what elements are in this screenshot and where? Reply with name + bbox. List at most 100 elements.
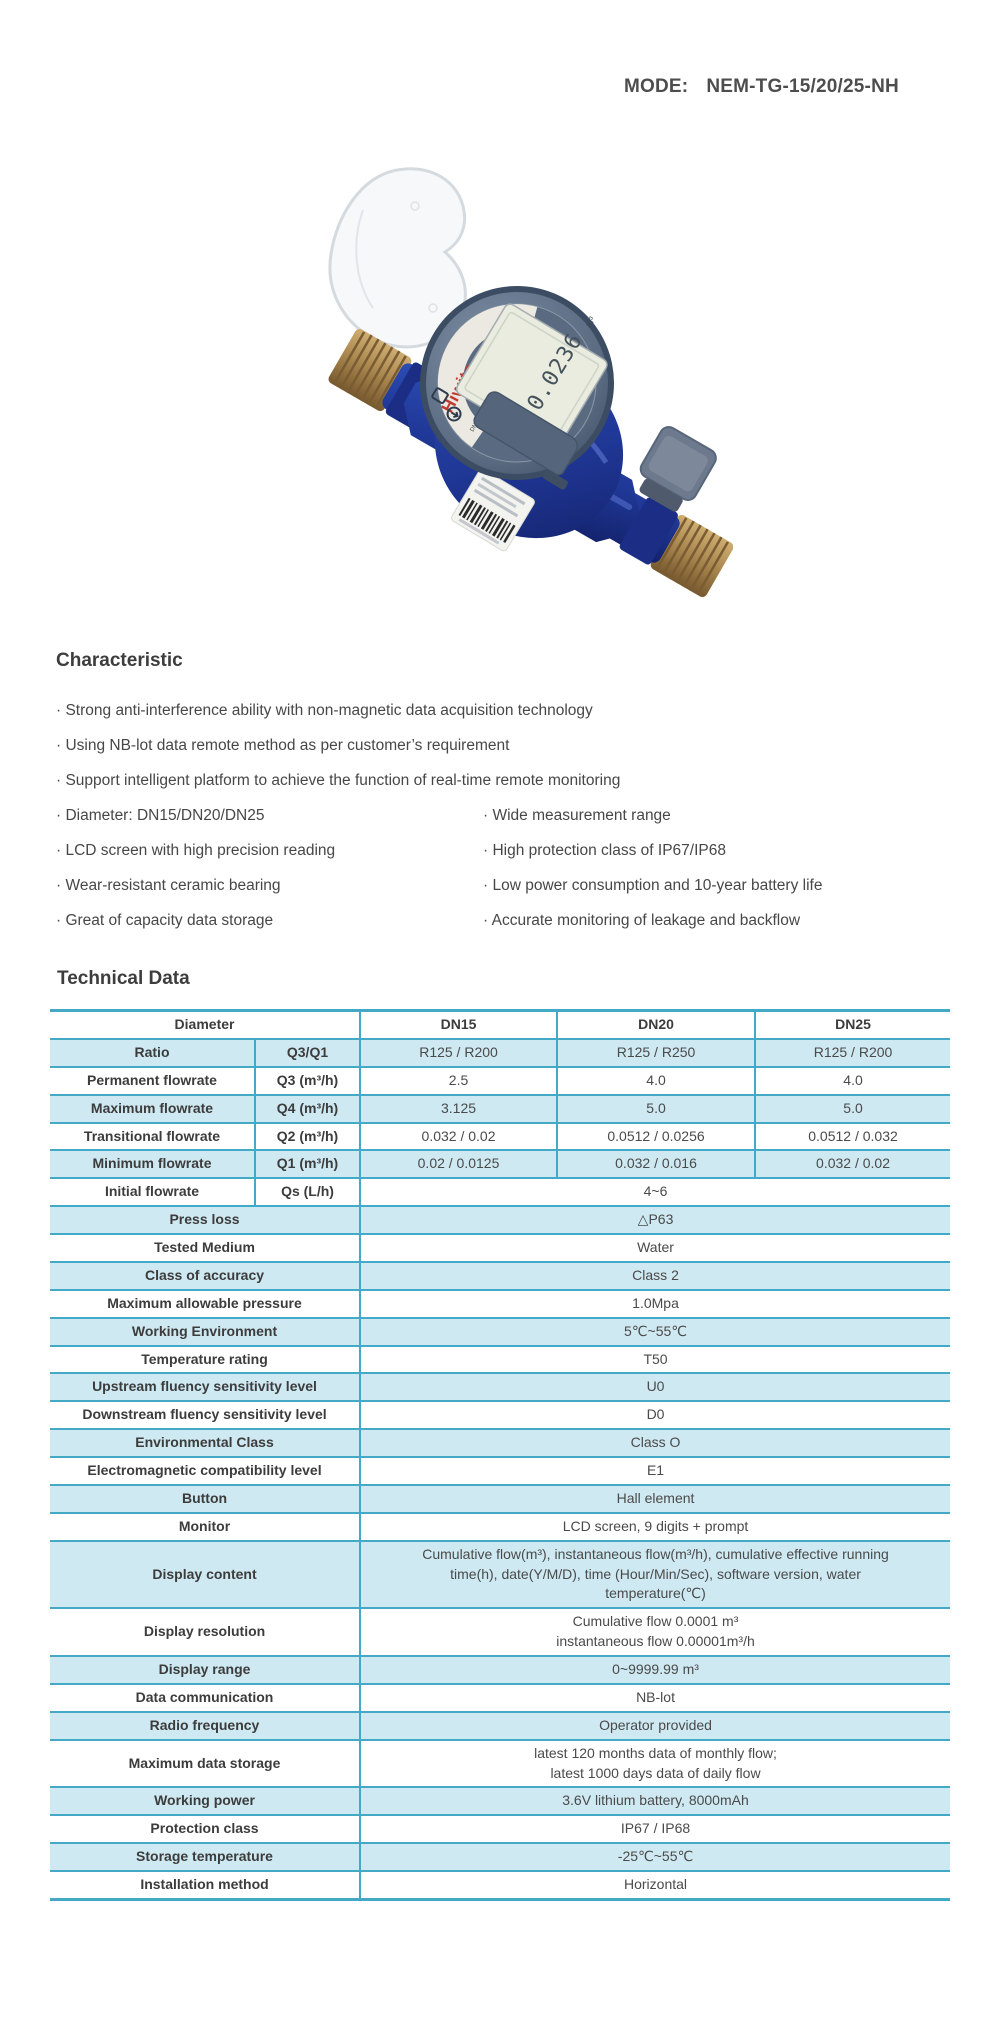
model-header: MODE: NEM-TG-15/20/25-NH [624, 76, 899, 98]
lcd-cover-flap [473, 391, 579, 490]
table-label-cell: Button [50, 1483, 361, 1513]
characteristic-title: Characteristic [56, 650, 183, 671]
table-value-cell: 0~9999.99 m³ [359, 1655, 951, 1684]
characteristic-bullet-pair: · Diameter: DN15/DN20/DN25 · Wide measure… [56, 808, 944, 824]
table-label-cell: Permanent flowrate [50, 1065, 255, 1095]
table-value-cell: R125 / R200 [359, 1037, 558, 1067]
table-row: Environmental Class Class O [50, 1428, 951, 1457]
table-label-cell: DN15 [359, 1008, 558, 1039]
table-row: Transitional flowrate Q2 (m³/h) 0.032 / 0.… [50, 1121, 951, 1151]
table-row: Data communication NB-lot [50, 1682, 951, 1712]
table-label-cell: DN20 [556, 1008, 756, 1039]
characteristic-bullet: · LCD screen with high precision reading [56, 842, 336, 859]
table-value-cell: 0.032 / 0.02 [754, 1149, 951, 1179]
table-value-cell: 4~6 [359, 1177, 951, 1207]
table-label-cell: Q3/Q1 [253, 1037, 361, 1067]
table-label-cell: DN25 [754, 1008, 951, 1039]
product-label [451, 468, 535, 552]
characteristic-bullet: · Strong anti-interference ability with … [56, 702, 593, 719]
characteristic-bullet: · Diameter: DN15/DN20/DN25 [56, 807, 265, 824]
product-figure: Hiwits DN20 Q3=4.0m³/h R=250 T50 0.0236 … [293, 118, 734, 663]
characteristic-bullet: · Great of capacity data storage [56, 912, 274, 929]
technical-section: Technical Data Diameter DN15 DN20 DN25 Ratio… [50, 968, 951, 1901]
table-value-cell: D0 [359, 1400, 951, 1430]
table-label-cell: Class of accuracy [50, 1260, 361, 1290]
technical-table-body: Diameter DN15 DN20 DN25 Ratio Q3/Q1 R125 / R20… [50, 1008, 951, 1901]
characteristic-bullet-pair: · Wear-resistant ceramic bearing · Low po… [56, 878, 944, 894]
table-row: Working Environment 5℃~55℃ [50, 1316, 951, 1346]
table-row: Radio frequency Operator provided [50, 1710, 951, 1740]
table-label-cell: Display range [50, 1655, 361, 1684]
table-row: Minimum flowrate Q1 (m³/h) 0.02 / 0.0125 0.… [50, 1149, 951, 1179]
table-label-cell: Monitor [50, 1511, 361, 1541]
table-row: Downstream fluency sensitivity level D0 [50, 1400, 951, 1430]
table-row: Electromagnetic compatibility level E1 [50, 1456, 951, 1485]
table-label-cell: Q1 (m³/h) [253, 1149, 361, 1179]
table-value-cell: 0.0512 / 0.032 [754, 1121, 951, 1151]
table-value-cell: 4.0 [754, 1065, 951, 1095]
table-label-cell: Diameter [50, 1008, 361, 1039]
table-row: Upstream fluency sensitivity level U0 [50, 1372, 951, 1402]
table-row: Tested Medium Water [50, 1233, 951, 1262]
table-label-cell: Temperature rating [50, 1344, 361, 1374]
table-value-cell: 0.032 / 0.02 [359, 1121, 558, 1151]
table-label-cell: Working Environment [50, 1316, 361, 1346]
table-label-cell: Upstream fluency sensitivity level [50, 1372, 361, 1402]
table-row: Display range 0~9999.99 m³ [50, 1655, 951, 1684]
table-value-cell: 4.0 [556, 1065, 756, 1095]
table-label-cell: Radio frequency [50, 1710, 361, 1740]
table-label-cell: Display resolution [50, 1607, 361, 1656]
lcd-unit: m³ [583, 315, 597, 329]
table-label-cell: Downstream fluency sensitivity level [50, 1400, 361, 1430]
table-value-cell: Operator provided [359, 1710, 951, 1740]
barcode-icon [458, 497, 516, 544]
table-value-cell: 0.0512 / 0.0256 [556, 1121, 756, 1151]
table-label-cell: Qs (L/h) [253, 1177, 361, 1207]
table-label-cell: Maximum flowrate [50, 1093, 255, 1123]
table-label-cell: Protection class [50, 1814, 361, 1844]
technical-data-table: Diameter DN15 DN20 DN25 Ratio Q3/Q1 R125 / R20… [50, 1008, 951, 1901]
table-value-cell: 0.032 / 0.016 [556, 1149, 756, 1179]
table-value-cell: U0 [359, 1372, 951, 1402]
table-value-cell: 5℃~55℃ [359, 1316, 951, 1346]
table-row: Diameter DN15 DN20 DN25 [50, 1008, 951, 1039]
characteristic-bullet: · Using NB-lot data remote method as per… [56, 737, 510, 754]
table-value-cell: Horizontal [359, 1869, 951, 1901]
model-value: NEM-TG-15/20/25-NH [706, 76, 899, 97]
table-label-cell: Data communication [50, 1682, 361, 1712]
table-row: Maximum data storage latest 120 months da… [50, 1738, 951, 1788]
table-value-cell: △P63 [359, 1205, 951, 1234]
table-row: Press loss △P63 [50, 1205, 951, 1234]
table-value-cell: Cumulative flow 0.0001 m³ instantaneous … [359, 1607, 951, 1656]
table-label-cell: Press loss [50, 1205, 361, 1234]
table-label-cell: Display content [50, 1539, 361, 1609]
table-row: Initial flowrate Qs (L/h) 4~6 [50, 1177, 951, 1207]
table-label-cell: Ratio [50, 1037, 255, 1067]
dial-marks [431, 387, 462, 422]
table-value-cell: R125 / R200 [754, 1037, 951, 1067]
table-row: Ratio Q3/Q1 R125 / R200 R125 / R250 R125 / R… [50, 1037, 951, 1067]
table-value-cell: 5.0 [754, 1093, 951, 1123]
characteristic-bullet: · Wide measurement range [483, 807, 671, 824]
table-row: Storage temperature -25℃~55℃ [50, 1842, 951, 1871]
table-value-cell: -25℃~55℃ [359, 1842, 951, 1871]
table-label-cell: Transitional flowrate [50, 1121, 255, 1151]
table-value-cell: Water [359, 1233, 951, 1262]
table-row: Display content Cumulative flow(m³), inst… [50, 1539, 951, 1609]
table-value-cell: E1 [359, 1456, 951, 1485]
characteristic-bullet-pair: · Great of capacity data storage · Accura… [56, 913, 944, 929]
table-label-cell: Q4 (m³/h) [253, 1093, 361, 1123]
table-row: Working power 3.6V lithium battery, 8000m… [50, 1786, 951, 1816]
table-label-cell: Q2 (m³/h) [253, 1121, 361, 1151]
table-value-cell: IP67 / IP68 [359, 1814, 951, 1844]
table-label-cell: Environmental Class [50, 1428, 361, 1457]
characteristic-bullet: · Low power consumption and 10-year batt… [483, 877, 823, 894]
table-value-cell: Cumulative flow(m³), instantaneous flow(… [359, 1539, 951, 1609]
table-row: Permanent flowrate Q3 (m³/h) 2.5 4.0 4.0 [50, 1065, 951, 1095]
table-row: Button Hall element [50, 1483, 951, 1513]
characteristic-section: Characteristic · Strong anti-interferenc… [56, 650, 944, 948]
characteristic-list: · Strong anti-interference ability with … [56, 703, 944, 929]
table-label-cell: Working power [50, 1786, 361, 1816]
table-label-cell: Maximum allowable pressure [50, 1288, 361, 1318]
table-value-cell: NB-lot [359, 1682, 951, 1712]
